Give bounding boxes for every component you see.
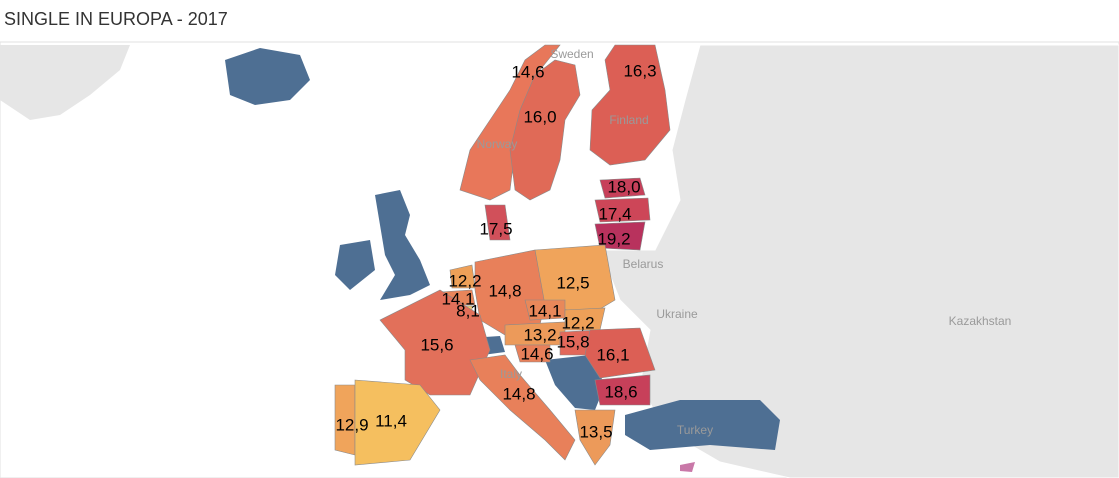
country <box>379 289 491 396</box>
place-name: Norway <box>477 137 518 151</box>
country <box>534 244 616 316</box>
country <box>459 44 561 201</box>
value-label: 12,9 <box>335 415 368 434</box>
value-label: 18,0 <box>607 177 640 196</box>
value-label: 16,1 <box>596 345 629 364</box>
value-label: 16,3 <box>623 61 656 80</box>
value-label: 14,8 <box>488 281 521 300</box>
value-label: 12,5 <box>556 273 589 292</box>
country <box>599 177 646 199</box>
value-label: 8,1 <box>456 301 480 320</box>
country <box>589 44 671 166</box>
cyprus <box>680 462 695 472</box>
country <box>514 344 551 363</box>
value-label: 14,1 <box>528 301 561 320</box>
country <box>354 379 441 466</box>
place-name: Sweden <box>550 47 593 61</box>
value-label: 14,1 <box>441 289 474 308</box>
value-label: 14,6 <box>511 62 544 81</box>
place-names: Sweden Finland Norway Belarus Ukraine Kazakhs… <box>477 47 1012 437</box>
ireland <box>335 240 375 290</box>
place-name: Ukraine <box>656 307 698 321</box>
iceland <box>225 48 310 105</box>
eastern-land <box>560 44 1119 478</box>
value-label: 14,6 <box>520 344 553 363</box>
place-name: Kazakhstan <box>949 314 1012 328</box>
country <box>574 409 616 466</box>
title: SINGLE IN EUROPA - 2017 <box>4 9 228 29</box>
balkans <box>545 355 605 410</box>
country <box>584 327 656 379</box>
place-name: Italy <box>500 367 522 381</box>
value-label: 12,2 <box>561 313 594 332</box>
place-name: Turkey <box>677 423 713 437</box>
value-label: 13,5 <box>579 422 612 441</box>
greenland <box>0 45 130 120</box>
value-label: 14,8 <box>502 384 535 403</box>
country <box>594 374 651 406</box>
value-label: 13,2 <box>523 325 556 344</box>
turkey <box>625 400 780 450</box>
country <box>484 204 511 241</box>
place-name: Belarus <box>623 257 664 271</box>
value-label: 17,4 <box>598 204 631 223</box>
value-label: 15,8 <box>556 332 589 351</box>
regions <box>334 44 671 466</box>
place-name: Finland <box>609 113 648 127</box>
uk <box>375 190 430 300</box>
country <box>594 221 646 251</box>
country <box>509 59 581 201</box>
value-label: 19,2 <box>597 229 630 248</box>
country <box>594 197 651 223</box>
country <box>469 354 576 461</box>
value-label: 16,0 <box>523 107 556 126</box>
value-label: 17,5 <box>479 219 512 238</box>
value-label: 12,2 <box>448 271 481 290</box>
value-label: 18,6 <box>604 382 637 401</box>
value-label: 15,6 <box>420 335 453 354</box>
value-label: 11,4 <box>375 411 407 430</box>
value-labels: 14,6 16,316,018,017,419,217,512,214,18,11… <box>335 61 656 441</box>
